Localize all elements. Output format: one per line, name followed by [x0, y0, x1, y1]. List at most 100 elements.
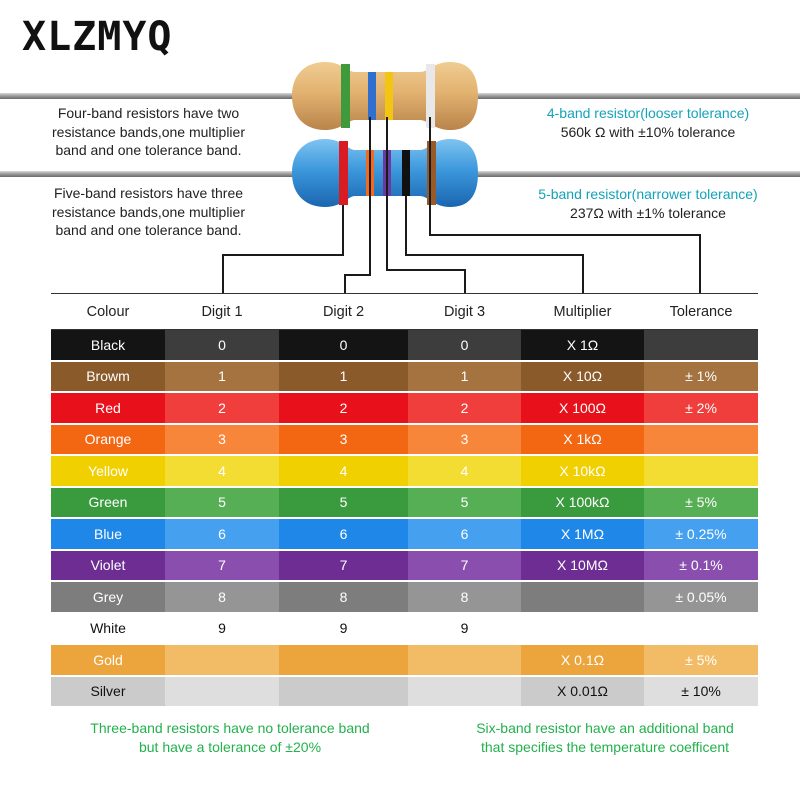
cell-digit-3: 8 — [408, 581, 521, 614]
cell-colour: Orange — [51, 423, 165, 456]
cell-tolerance — [644, 612, 758, 645]
leader-tolerance — [429, 117, 701, 295]
cell-multiplier — [521, 612, 644, 645]
cell-colour: Red — [51, 392, 165, 425]
band-brown — [427, 141, 436, 205]
four-band-description: Four-band resistors have two resistance … — [44, 104, 253, 160]
band-red — [339, 141, 348, 205]
cell-colour: Grey — [51, 581, 165, 614]
cell-digit-2: 3 — [279, 423, 408, 456]
cell-digit-1: 8 — [165, 581, 279, 614]
five-band-desc-line: resistance bands,one multiplier — [52, 203, 245, 220]
header-digit-3: Digit 3 — [408, 293, 521, 330]
four-band-label: 4-band resistor(looser tolerance) 560k Ω… — [526, 104, 770, 141]
cell-digit-2: 5 — [279, 486, 408, 519]
cell-digit-3 — [408, 675, 521, 708]
cell-tolerance — [644, 329, 758, 362]
table-row: White 9 9 9 — [51, 612, 758, 645]
four-band-title: 4-band resistor(looser tolerance) — [546, 105, 750, 121]
cell-digit-1: 5 — [165, 486, 279, 519]
cell-digit-3: 1 — [408, 360, 521, 393]
header-digit-2: Digit 2 — [279, 293, 408, 330]
cell-colour: Violet — [51, 549, 165, 582]
table-row: Violet 7 7 7 X 10MΩ ± 0.1% — [51, 549, 758, 582]
cell-multiplier: X 1kΩ — [521, 423, 644, 456]
cell-colour: Gold — [51, 644, 165, 677]
leader-digit3 — [386, 117, 466, 295]
cell-multiplier: X 1Ω — [521, 329, 644, 362]
cell-digit-1: 0 — [165, 329, 279, 362]
cell-digit-1 — [165, 644, 279, 677]
cell-multiplier: X 10MΩ — [521, 549, 644, 582]
four-band-desc-line: Four-band resistors have two — [57, 105, 240, 121]
cell-digit-3: 9 — [408, 612, 521, 645]
cell-digit-1: 1 — [165, 360, 279, 393]
band-blue — [368, 72, 376, 120]
cell-digit-3: 4 — [408, 455, 521, 488]
header-tolerance: Tolerance — [644, 293, 758, 330]
cell-digit-2: 7 — [279, 549, 408, 582]
cell-digit-1: 4 — [165, 455, 279, 488]
four-band-desc-line: band and one tolerance band. — [55, 142, 242, 158]
five-band-value: 237Ω with ±1% tolerance — [570, 204, 726, 221]
five-band-title: 5-band resistor(narrower tolerance) — [538, 186, 758, 202]
cell-tolerance: ± 0.05% — [644, 581, 758, 614]
cell-digit-1: 6 — [165, 518, 279, 551]
cell-digit-3: 0 — [408, 329, 521, 362]
cell-digit-2 — [279, 675, 408, 708]
table-row: Browm 1 1 1 X 10Ω ± 1% — [51, 360, 758, 393]
cell-digit-1: 2 — [165, 392, 279, 425]
cell-tolerance — [644, 423, 758, 456]
band-green — [341, 64, 350, 128]
five-band-desc-line: band and one tolerance band. — [55, 222, 242, 238]
cell-colour: Yellow — [51, 455, 165, 488]
band-black — [402, 150, 410, 196]
cell-colour: Browm — [51, 360, 165, 393]
header-digit-1: Digit 1 — [165, 293, 279, 330]
cell-multiplier: X 0.1Ω — [521, 644, 644, 677]
cell-digit-2: 4 — [279, 455, 408, 488]
band-yellow — [385, 72, 393, 120]
cell-tolerance: ± 0.1% — [644, 549, 758, 582]
cell-multiplier: X 10kΩ — [521, 455, 644, 488]
cell-digit-2: 9 — [279, 612, 408, 645]
cell-colour: Green — [51, 486, 165, 519]
cell-digit-3: 5 — [408, 486, 521, 519]
five-band-desc-line: Five-band resistors have three — [53, 185, 244, 201]
cell-multiplier: X 1MΩ — [521, 518, 644, 551]
cell-tolerance: ± 5% — [644, 644, 758, 677]
five-band-label: 5-band resistor(narrower tolerance) 237Ω… — [521, 185, 775, 222]
color-code-table: Colour Digit 1 Digit 2 Digit 3 Multiplie… — [51, 293, 758, 708]
cell-tolerance: ± 2% — [644, 392, 758, 425]
cell-digit-2: 8 — [279, 581, 408, 614]
brand-logo: XLZMYQ — [22, 14, 173, 60]
cell-digit-3: 6 — [408, 518, 521, 551]
cell-colour: Black — [51, 329, 165, 362]
cell-digit-3: 7 — [408, 549, 521, 582]
cell-digit-2: 1 — [279, 360, 408, 393]
cell-digit-3: 2 — [408, 392, 521, 425]
cell-tolerance: ± 5% — [644, 486, 758, 519]
cell-digit-2 — [279, 644, 408, 677]
footnote-line: Three-band resistors have no tolerance b… — [90, 720, 370, 736]
footnote-line: Six-band resistor have an additional ban… — [476, 720, 734, 736]
cell-colour: Blue — [51, 518, 165, 551]
footnote-line: that specifies the temperature coefficen… — [481, 739, 729, 755]
cell-digit-2: 0 — [279, 329, 408, 362]
cell-multiplier: X 10Ω — [521, 360, 644, 393]
cell-digit-3: 3 — [408, 423, 521, 456]
table-row: Red 2 2 2 X 100Ω ± 2% — [51, 392, 758, 425]
cell-digit-3 — [408, 644, 521, 677]
table-row: Orange 3 3 3 X 1kΩ — [51, 423, 758, 456]
cell-colour: White — [51, 612, 165, 645]
cell-digit-2: 2 — [279, 392, 408, 425]
band-silver — [426, 64, 435, 128]
table-row: Grey 8 8 8 ± 0.05% — [51, 581, 758, 614]
cell-tolerance — [644, 455, 758, 488]
table-row: Green 5 5 5 X 100kΩ ± 5% — [51, 486, 758, 519]
cell-digit-2: 6 — [279, 518, 408, 551]
footnote-three-band: Three-band resistors have no tolerance b… — [70, 719, 390, 757]
cell-digit-1: 9 — [165, 612, 279, 645]
footnote-line: but have a tolerance of ±20% — [138, 739, 322, 755]
